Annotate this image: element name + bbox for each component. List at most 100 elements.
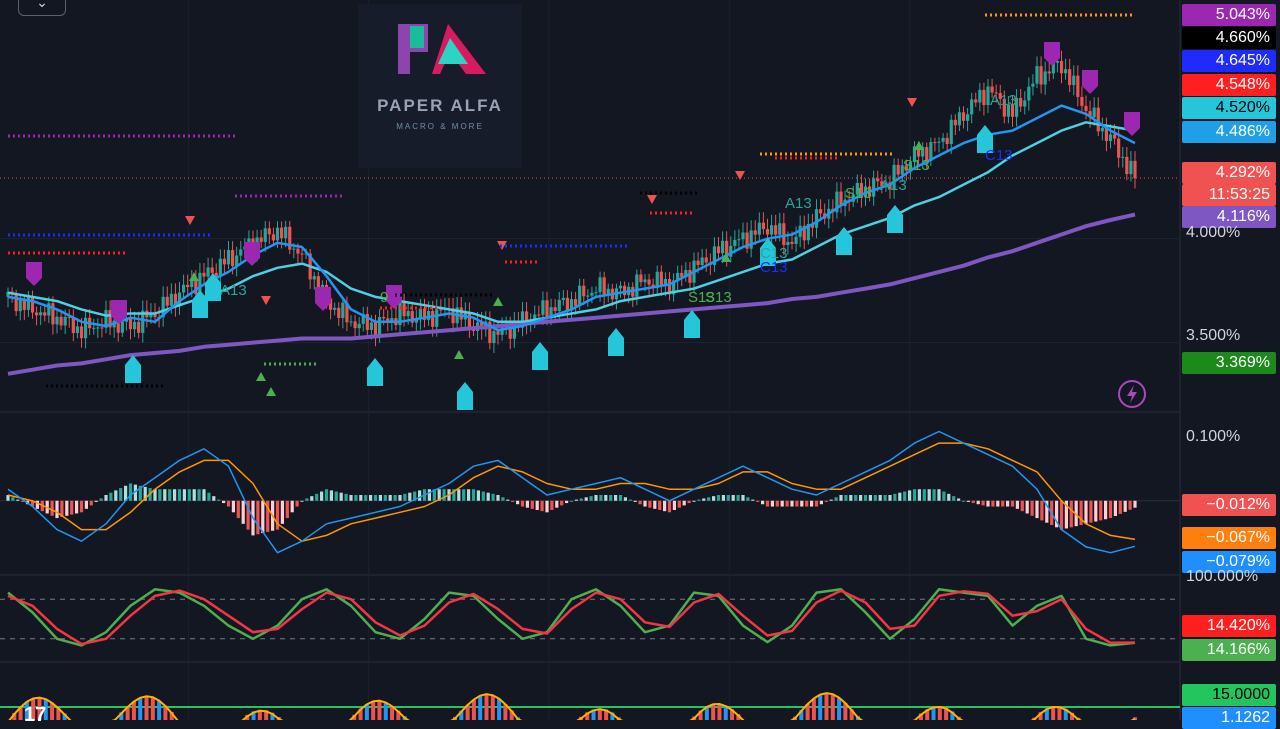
candle-body xyxy=(757,222,761,235)
macd-histogram-bar xyxy=(741,495,745,501)
candle-body xyxy=(349,321,353,323)
candle-body xyxy=(26,296,31,310)
macd-histogram-bar xyxy=(222,500,226,504)
macd-histogram-bar xyxy=(932,489,936,501)
candle-body xyxy=(1010,104,1015,117)
candle-body xyxy=(818,209,823,214)
candle-body xyxy=(128,318,133,330)
macd-histogram-bar xyxy=(476,490,480,501)
macd-histogram-bar xyxy=(16,499,20,501)
macd-histogram-bar xyxy=(35,500,39,509)
lightning-icon xyxy=(1118,380,1146,408)
stoch-badge: 14.166% xyxy=(1182,639,1276,661)
adx-bar xyxy=(730,709,735,720)
candle-body xyxy=(259,237,263,242)
macd-histogram-bar xyxy=(192,489,196,501)
candle-body xyxy=(92,327,96,329)
candle-body xyxy=(137,321,141,333)
macd-histogram-bar xyxy=(231,500,235,513)
candle-body xyxy=(141,310,145,333)
candle-body xyxy=(1121,156,1125,158)
macd-histogram-bar xyxy=(560,500,564,506)
adx-bar xyxy=(503,704,508,720)
stoch-axis-label: 100.000% xyxy=(1186,568,1259,585)
adx-bar xyxy=(62,713,67,720)
candle-body xyxy=(279,227,284,239)
adx-bar xyxy=(371,701,376,720)
candle-body xyxy=(96,327,100,329)
buy-arrow-icon xyxy=(205,273,221,301)
macd-histogram-bar xyxy=(295,500,299,507)
macd-histogram-bar xyxy=(1074,500,1078,527)
triangle-up-icon xyxy=(454,350,464,359)
macd-histogram-bar xyxy=(697,499,701,501)
macd-histogram-bar xyxy=(756,500,760,502)
candle-body xyxy=(582,285,586,297)
macd-histogram-bar xyxy=(888,495,892,501)
candle-body xyxy=(671,280,676,295)
candle-body xyxy=(1068,69,1072,86)
candle-body xyxy=(900,165,904,175)
adx-bar xyxy=(377,700,382,720)
macd-histogram-bar xyxy=(1108,500,1113,519)
adx-bar xyxy=(264,710,269,720)
macd-histogram-bar xyxy=(437,489,441,501)
adx-bar xyxy=(711,703,716,720)
candle-body xyxy=(667,279,672,295)
adx-bar xyxy=(849,709,854,720)
td-annotation: 9 xyxy=(380,289,388,306)
candle-body xyxy=(814,209,819,228)
adx-bar xyxy=(597,708,602,720)
macd-histogram-bar xyxy=(60,500,64,517)
macd-histogram-bar xyxy=(491,493,495,501)
candle-body xyxy=(782,223,786,246)
td-annotation: C13 xyxy=(760,259,788,276)
macd-histogram-bar xyxy=(109,492,113,501)
macd-histogram-bar xyxy=(153,489,157,501)
adx-bar xyxy=(31,698,36,720)
triangle-up-icon xyxy=(914,141,924,150)
candle-body xyxy=(896,164,900,175)
candle-body xyxy=(565,297,570,311)
candle-body xyxy=(1031,83,1035,87)
macd-histogram-bar xyxy=(883,495,887,501)
candle-body xyxy=(177,292,182,307)
candle-body xyxy=(1117,138,1121,158)
candle-body xyxy=(904,165,908,171)
macd-histogram-bar xyxy=(1099,500,1103,521)
candle-body xyxy=(1108,134,1113,141)
macd-histogram-bar xyxy=(324,489,329,501)
macd-histogram-bar xyxy=(540,500,544,512)
candle-body xyxy=(120,321,124,333)
macd-histogram-bar xyxy=(393,495,397,501)
macd-line xyxy=(7,430,1136,554)
candle-body xyxy=(337,307,341,318)
macd-histogram-bar xyxy=(275,500,280,530)
candle-body xyxy=(1059,60,1064,74)
candle-body xyxy=(169,293,173,306)
adx-bar xyxy=(1063,708,1068,720)
triangle-up-icon xyxy=(189,272,199,281)
candle-body xyxy=(39,312,43,316)
macd-histogram-bar xyxy=(202,489,206,501)
candle-body xyxy=(545,300,549,319)
adx-bar xyxy=(937,706,942,720)
macd-histogram-bar xyxy=(1040,500,1044,521)
candle-body xyxy=(643,279,647,283)
collapse-button[interactable]: ⌄ xyxy=(18,0,66,16)
candle-body xyxy=(345,302,349,323)
macd-histogram-bar xyxy=(898,492,902,501)
adx-bar xyxy=(944,707,949,720)
macd-histogram-bar xyxy=(525,500,529,508)
macd-histogram-bar xyxy=(663,500,667,512)
macd-histogram-bar xyxy=(966,500,970,502)
candle-body xyxy=(970,99,974,115)
candle-body xyxy=(43,312,47,316)
macd-histogram-bar xyxy=(329,490,333,501)
candle-body xyxy=(741,232,745,240)
adx-bar xyxy=(390,705,395,720)
buy-arrow-icon xyxy=(192,290,208,318)
macd-histogram-bar xyxy=(261,500,265,534)
price-panel: S13 A13 C13 S13 A13 C13 S13 A13 C13 A13 S13 9 xyxy=(0,13,1180,410)
candle-body xyxy=(467,312,472,330)
